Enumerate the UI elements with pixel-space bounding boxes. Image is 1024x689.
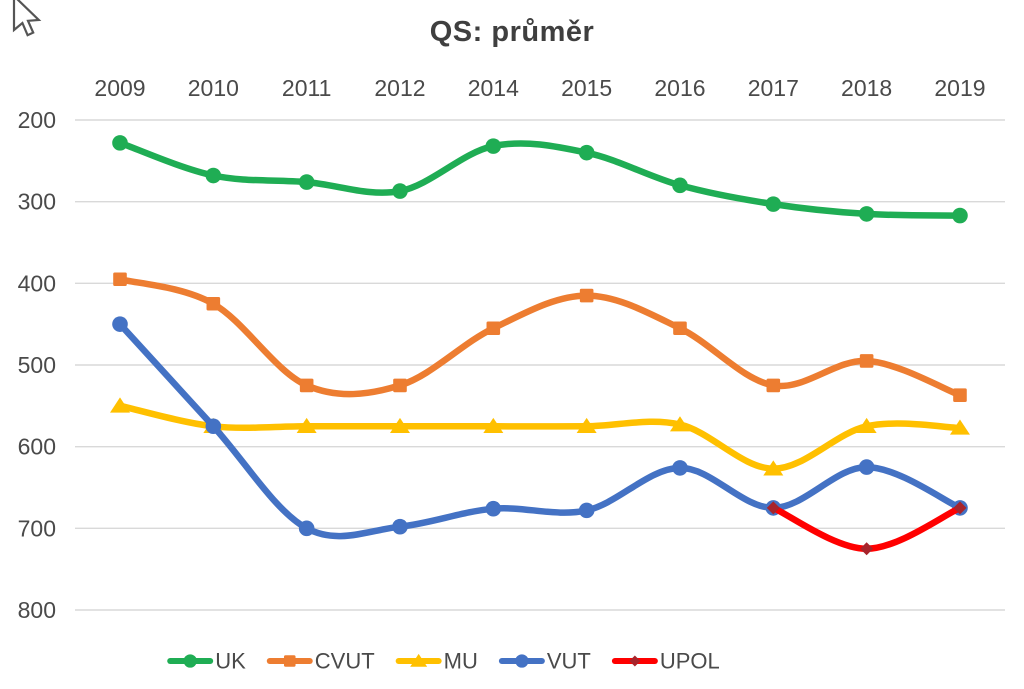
series-marker-cvut <box>299 378 314 393</box>
legend-label: CVUT <box>315 649 375 674</box>
series-marker-vut <box>485 500 502 517</box>
series-marker-uk <box>298 174 315 190</box>
series-marker-upol <box>860 542 874 556</box>
series-marker-cvut <box>486 321 501 336</box>
y-tick-label: 200 <box>18 107 56 133</box>
series-marker-cvut <box>766 378 781 393</box>
series-marker-mu <box>949 419 970 435</box>
series-marker-uk <box>392 183 408 199</box>
legend-swatch-marker <box>183 654 197 668</box>
series-marker-uk <box>485 138 502 154</box>
y-tick-label: 300 <box>18 189 56 215</box>
y-tick-label: 600 <box>18 434 56 460</box>
series-marker-vut <box>298 520 315 537</box>
y-tick-label: 700 <box>18 515 56 541</box>
legend-label: VUT <box>547 649 591 674</box>
series-marker-mu <box>110 397 130 413</box>
series-upol[interactable] <box>766 501 967 556</box>
series-marker-mu <box>483 417 504 434</box>
series-marker-uk <box>112 135 128 151</box>
series-marker-mu <box>389 417 410 434</box>
legend-swatch-marker <box>283 655 296 667</box>
y-tick-label: 800 <box>18 597 56 623</box>
x-tick-label: 2010 <box>188 75 239 101</box>
legend-item-vut[interactable]: VUT <box>498 649 591 674</box>
series-marker-cvut <box>859 354 874 368</box>
legend-swatch-marker <box>410 653 428 667</box>
series-marker-uk <box>205 167 222 184</box>
series-marker-vut <box>858 459 875 475</box>
series-marker-vut <box>578 502 595 519</box>
series-marker-cvut <box>206 296 221 311</box>
series-marker-vut <box>112 316 128 332</box>
x-tick-label: 2015 <box>561 75 612 101</box>
series-marker-uk <box>672 177 688 194</box>
series-line-uk <box>116 139 964 219</box>
legend: UK CVUT MU VUT UPOL <box>167 649 720 674</box>
series-marker-cvut <box>579 288 594 303</box>
series-cvut[interactable] <box>113 272 967 403</box>
series-marker-uk <box>578 144 595 161</box>
legend-item-mu[interactable]: MU <box>395 649 478 674</box>
legend-item-upol[interactable]: UPOL <box>611 649 720 674</box>
series-marker-uk <box>952 207 968 224</box>
series-marker-mu <box>576 417 597 434</box>
series-marker-cvut <box>113 272 127 287</box>
x-tick-label: 2014 <box>468 75 519 101</box>
series-mu[interactable] <box>110 397 970 476</box>
legend-label: UPOL <box>660 649 720 674</box>
series-marker-cvut <box>673 321 687 336</box>
series-uk[interactable] <box>112 135 968 224</box>
series-marker-cvut <box>953 388 967 403</box>
series-marker-uk <box>765 196 782 212</box>
legend-swatch-marker <box>629 655 641 667</box>
x-tick-label: 2009 <box>94 75 145 101</box>
series-marker-vut <box>392 518 408 535</box>
series-marker-cvut <box>393 378 407 393</box>
series-marker-vut <box>205 418 222 435</box>
x-tick-label: 2017 <box>748 75 799 101</box>
x-tick-label: 2018 <box>841 75 892 101</box>
series-marker-mu <box>669 416 690 432</box>
legend-item-cvut[interactable]: CVUT <box>266 649 375 674</box>
legend-swatch-marker <box>515 654 529 668</box>
series-line-mu <box>116 402 964 472</box>
series-marker-mu <box>763 460 784 476</box>
series-marker-vut <box>672 460 688 476</box>
x-tick-label: 2019 <box>934 75 985 101</box>
series-marker-mu <box>296 417 317 434</box>
chart-title: QS: průměr <box>429 16 595 48</box>
legend-item-uk[interactable]: UK <box>167 649 246 674</box>
legend-label: UK <box>215 649 246 674</box>
y-tick-label: 500 <box>18 352 56 378</box>
series-line-vut <box>116 320 964 540</box>
mouse-cursor-icon <box>12 0 42 37</box>
series-marker-upol <box>766 501 780 515</box>
legend-label: MU <box>444 649 478 674</box>
x-tick-label: 2012 <box>374 75 425 101</box>
series-marker-uk <box>858 206 875 222</box>
series-marker-mu <box>856 417 877 434</box>
series-marker-upol <box>953 501 967 515</box>
x-tick-label: 2011 <box>282 75 331 101</box>
y-tick-label: 400 <box>18 270 56 296</box>
x-tick-label: 2016 <box>654 75 705 101</box>
series-line-cvut <box>116 276 964 399</box>
